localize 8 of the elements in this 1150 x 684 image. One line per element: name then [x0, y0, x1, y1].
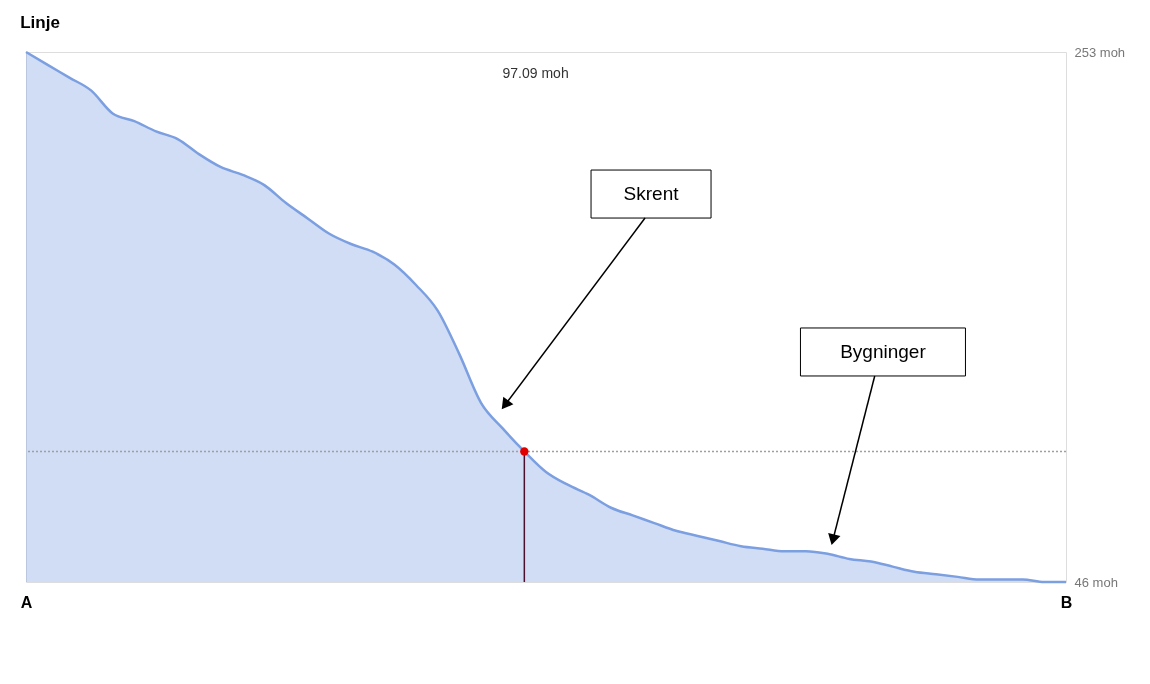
y-tick-label: 253 moh — [1074, 44, 1126, 60]
chart-title: Linje — [20, 13, 60, 32]
x-tick-label: A — [20, 593, 33, 611]
y-tick-label: 46 moh — [1074, 574, 1118, 590]
annotation: Bygninger — [840, 340, 927, 362]
x-tick-label: B — [1060, 593, 1073, 611]
annotation: 97.09 moh — [502, 65, 569, 81]
annotation: Skrent — [623, 183, 680, 205]
